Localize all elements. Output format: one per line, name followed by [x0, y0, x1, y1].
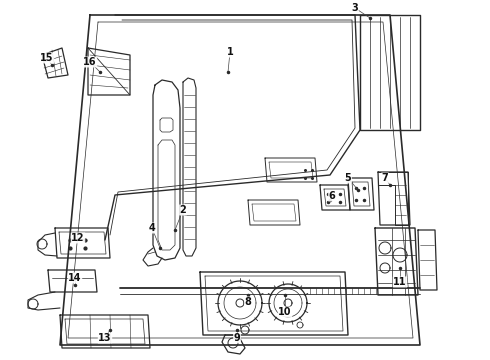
Text: 5: 5 [344, 173, 351, 183]
Text: 9: 9 [234, 333, 241, 343]
Text: 14: 14 [68, 273, 82, 283]
Text: 16: 16 [83, 57, 97, 67]
Text: 10: 10 [278, 307, 292, 317]
Text: 15: 15 [40, 53, 54, 63]
Text: 7: 7 [382, 173, 389, 183]
Text: 13: 13 [98, 333, 112, 343]
Text: 12: 12 [71, 233, 85, 243]
Text: 3: 3 [352, 3, 358, 13]
Text: 1: 1 [227, 47, 233, 57]
Text: 6: 6 [329, 191, 335, 201]
Text: 4: 4 [148, 223, 155, 233]
Text: 8: 8 [245, 297, 251, 307]
Text: 11: 11 [393, 277, 407, 287]
Text: 2: 2 [180, 205, 186, 215]
